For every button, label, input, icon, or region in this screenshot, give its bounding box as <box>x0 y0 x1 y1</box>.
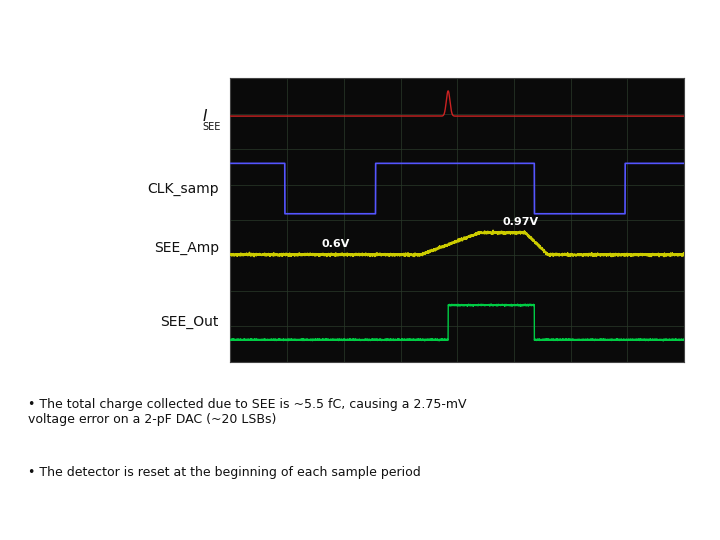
Text: 2015-10-01: 2015-10-01 <box>633 513 706 526</box>
Text: TWEPP 2015: TWEPP 2015 <box>14 513 103 526</box>
Text: 0.6V: 0.6V <box>321 239 349 249</box>
Text: I: I <box>203 109 207 124</box>
Text: SEE_Out: SEE_Out <box>161 315 219 329</box>
Text: Summing-Node Hit Detection: Summing-Node Hit Detection <box>14 21 515 50</box>
Text: 0.97V: 0.97V <box>503 217 539 227</box>
Text: SEE_Amp: SEE_Amp <box>154 241 219 255</box>
Text: • The detector is reset at the beginning of each sample period: • The detector is reset at the beginning… <box>28 465 421 479</box>
Text: - 14 -: - 14 - <box>343 513 377 526</box>
Text: SEE: SEE <box>203 123 221 132</box>
Text: CLK_samp: CLK_samp <box>148 181 219 195</box>
Text: • The total charge collected due to SEE is ~5.5 fC, causing a 2.75-mV
voltage er: • The total charge collected due to SEE … <box>28 399 467 426</box>
